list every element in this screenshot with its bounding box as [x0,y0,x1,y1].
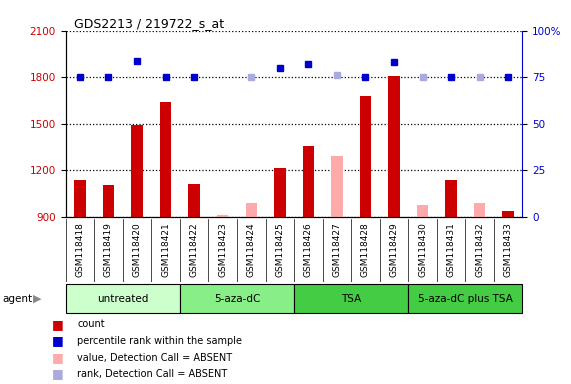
Bar [388,76,400,217]
Bar [474,203,485,217]
Bar [294,284,408,313]
Text: ■: ■ [51,351,63,364]
Text: count: count [77,319,104,329]
Text: GSM118424: GSM118424 [247,222,256,277]
Bar [331,156,343,217]
Text: GSM118423: GSM118423 [218,222,227,277]
Bar [417,205,428,217]
Text: 5-aza-dC: 5-aza-dC [214,293,260,304]
Text: 5-aza-dC plus TSA: 5-aza-dC plus TSA [418,293,513,304]
Text: GSM118427: GSM118427 [332,222,341,277]
Bar [103,185,114,217]
Bar [445,180,457,217]
Text: GSM118422: GSM118422 [190,222,199,277]
Bar [303,146,314,217]
Bar [217,215,228,217]
Bar [180,284,294,313]
Text: GSM118428: GSM118428 [361,222,370,277]
Bar [160,102,171,217]
Text: percentile rank within the sample: percentile rank within the sample [77,336,242,346]
Bar [408,284,522,313]
Bar [274,168,286,217]
Text: GSM118432: GSM118432 [475,222,484,277]
Text: GSM118421: GSM118421 [161,222,170,277]
Bar [74,180,86,217]
Bar [502,211,514,217]
Text: untreated: untreated [97,293,148,304]
Text: GSM118420: GSM118420 [132,222,142,277]
Text: GSM118418: GSM118418 [75,222,85,277]
Bar [131,126,143,217]
Bar [66,284,180,313]
Text: ▶: ▶ [33,294,42,304]
Text: rank, Detection Call = ABSENT: rank, Detection Call = ABSENT [77,369,227,379]
Text: TSA: TSA [341,293,361,304]
Text: GSM118426: GSM118426 [304,222,313,277]
Text: GSM118431: GSM118431 [447,222,456,277]
Bar [246,203,257,217]
Text: GSM118425: GSM118425 [275,222,284,277]
Text: GSM118429: GSM118429 [389,222,399,277]
Text: ■: ■ [51,334,63,348]
Text: agent: agent [3,294,33,304]
Text: GSM118419: GSM118419 [104,222,113,277]
Text: ■: ■ [51,367,63,381]
Text: value, Detection Call = ABSENT: value, Detection Call = ABSENT [77,353,232,362]
Text: GSM118433: GSM118433 [504,222,513,277]
Text: ■: ■ [51,318,63,331]
Text: GSM118430: GSM118430 [418,222,427,277]
Bar [188,184,200,217]
Text: GDS2213 / 219722_s_at: GDS2213 / 219722_s_at [74,17,224,30]
Bar [360,96,371,217]
